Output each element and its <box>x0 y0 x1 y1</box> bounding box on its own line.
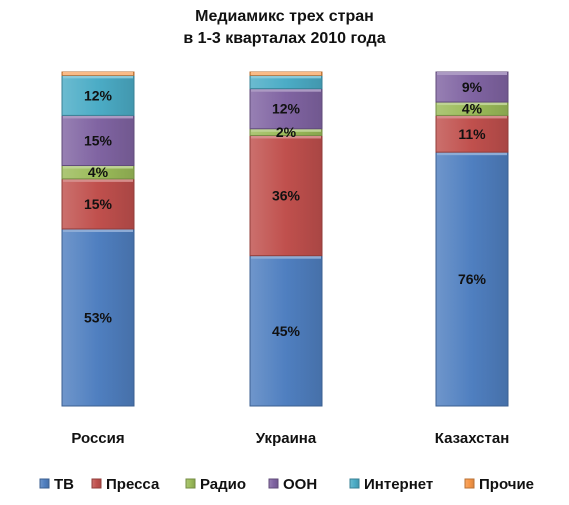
bar-segment-Казахстан-ООН <box>435 71 509 103</box>
bar-segment-bevel <box>251 255 321 259</box>
bar-segment-bevel <box>437 102 507 106</box>
legend: ТВ Пресса Радио ООН Интернет Прочие <box>39 476 534 493</box>
bar-segment-bevel <box>251 75 321 79</box>
bar-segment-bevel <box>437 152 507 156</box>
bar-segment-bevel <box>251 88 321 92</box>
bar-segment-bevel <box>63 228 133 232</box>
data-label: 15% <box>84 196 113 212</box>
legend-swatch <box>349 478 360 489</box>
bar-segment-bevel <box>437 72 507 75</box>
data-label: 12% <box>84 87 113 103</box>
legend-swatch <box>268 478 279 489</box>
bar-segment-bevel <box>63 75 133 79</box>
bar-segment-bevel <box>251 128 321 132</box>
data-label: 4% <box>88 164 109 180</box>
bar-segment-bevel <box>63 165 133 169</box>
bar-segment-Россия-Пресса <box>61 178 135 230</box>
data-label: 4% <box>462 101 483 117</box>
legend-swatch <box>464 478 475 489</box>
bar-segment-bevel <box>63 72 133 75</box>
legend-swatch <box>185 478 196 489</box>
bar-segment-bevel <box>251 135 321 139</box>
data-label: 36% <box>272 188 301 204</box>
bar-segment-Казахстан-Пресса <box>435 114 509 153</box>
legend-label: Интернет <box>364 476 433 493</box>
data-label: 15% <box>84 132 113 148</box>
data-label: 12% <box>272 101 301 117</box>
category-label: Россия <box>71 430 124 447</box>
bar-segment-Украина-ТВ <box>249 255 323 407</box>
data-label: 76% <box>458 271 487 287</box>
data-label: 45% <box>272 323 301 339</box>
legend-swatch <box>39 478 50 489</box>
bar-segment-Украина-Пресса <box>249 134 323 257</box>
segment-labels-group: 53% 15% 4% 15% 12% 45% 36% 2% 12% 76% 11% 4% 9% <box>84 79 487 339</box>
bar-segment-bevel <box>251 72 321 75</box>
legend-label: Пресса <box>106 476 160 493</box>
chart-title: Медиамикс трех стран в 1-3 кварталах 201… <box>0 6 569 50</box>
chart-title-line-1: Медиамикс трех стран <box>195 8 374 25</box>
bar-segment-Россия-ТВ <box>61 228 135 407</box>
legend-label: Прочие <box>479 476 534 493</box>
bars-group <box>61 71 509 407</box>
legend-label: ТВ <box>54 476 74 493</box>
data-label: 2% <box>276 124 297 140</box>
bar-segment-bevel <box>437 115 507 119</box>
chart-title-line-2: в 1-3 кварталах 2010 года <box>183 30 386 47</box>
legend-label: Радио <box>200 476 246 493</box>
data-label: 11% <box>458 126 486 142</box>
category-label: Казахстан <box>435 430 510 447</box>
bar-segment-Украина-ООН <box>249 88 323 130</box>
bar-segment-bevel <box>63 115 133 119</box>
data-label: 9% <box>462 79 483 95</box>
data-label: 53% <box>84 309 113 325</box>
legend-label: ООН <box>283 476 317 493</box>
category-label: Украина <box>256 430 317 447</box>
legend-swatch <box>91 478 102 489</box>
bar-segment-Россия-ООН <box>61 114 135 167</box>
category-labels-group: Россия Украина Казахстан <box>71 430 509 447</box>
bar-segment-bevel <box>63 178 133 182</box>
bar-segment-Казахстан-ТВ <box>435 151 509 407</box>
